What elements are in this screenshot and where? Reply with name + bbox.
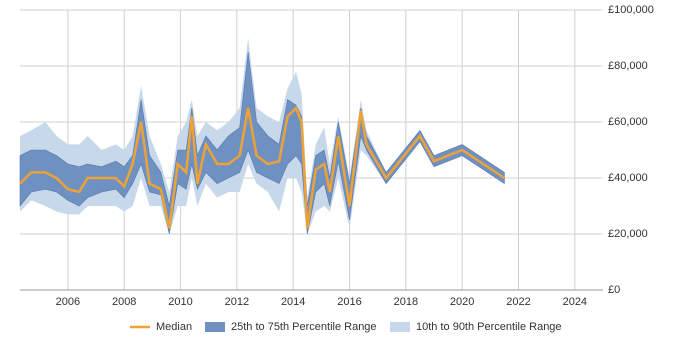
y-tick-label: £80,000 bbox=[608, 60, 648, 72]
x-tick-label: 2024 bbox=[563, 296, 587, 308]
legend-swatch bbox=[205, 322, 225, 332]
legend-label: 25th to 75th Percentile Range bbox=[231, 321, 377, 333]
x-tick-label: 2008 bbox=[112, 296, 136, 308]
x-tick-label: 2014 bbox=[281, 296, 305, 308]
legend-label: Median bbox=[156, 321, 192, 333]
legend-swatch bbox=[390, 322, 410, 332]
x-tick-label: 2016 bbox=[337, 296, 361, 308]
y-tick-label: £100,000 bbox=[608, 4, 654, 16]
x-tick-label: 2006 bbox=[56, 296, 80, 308]
x-tick-label: 2010 bbox=[168, 296, 192, 308]
median-line bbox=[19, 105, 506, 229]
legend-label: 10th to 90th Percentile Range bbox=[416, 321, 562, 333]
x-tick-label: 2022 bbox=[506, 296, 530, 308]
x-tick-label: 2020 bbox=[450, 296, 474, 308]
y-tick-label: £60,000 bbox=[608, 116, 648, 128]
y-tick-label: £40,000 bbox=[608, 172, 648, 184]
x-tick-label: 2018 bbox=[394, 296, 418, 308]
y-tick-label: £20,000 bbox=[608, 228, 648, 240]
y-tick-label: £0 bbox=[608, 284, 620, 296]
x-tick-label: 2012 bbox=[225, 296, 249, 308]
